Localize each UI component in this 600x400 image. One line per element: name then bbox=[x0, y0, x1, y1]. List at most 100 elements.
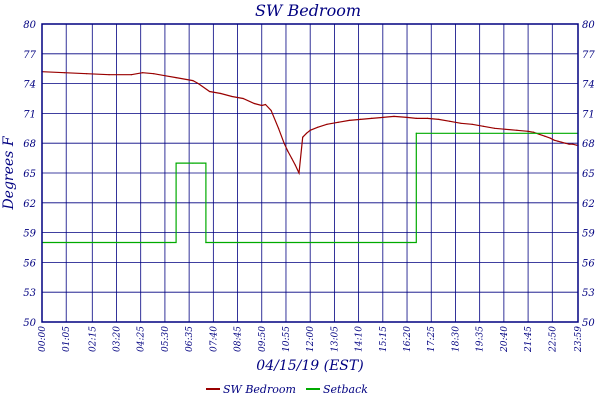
series-0-point-18 bbox=[270, 109, 272, 112]
y-tick-right-4: 62 bbox=[582, 199, 595, 210]
x-tick-22: 23:59 bbox=[574, 326, 584, 353]
series-0-point-1 bbox=[63, 72, 65, 74]
series-0-point-36 bbox=[406, 116, 408, 118]
series-1-point-4 bbox=[201, 162, 203, 164]
legend-label-0: SW Bedroom bbox=[223, 383, 296, 396]
series-0-point-26 bbox=[305, 132, 308, 134]
series-0-point-45 bbox=[505, 128, 507, 130]
y-tick-left-1: 53 bbox=[23, 288, 36, 299]
legend-label-1: Setback bbox=[323, 383, 368, 396]
series-0-point-44 bbox=[493, 127, 496, 129]
series-0-point-29 bbox=[326, 123, 328, 125]
series-0-point-16 bbox=[261, 104, 263, 107]
series-0-point-12 bbox=[220, 92, 222, 95]
x-axis-label: 04/15/19 (EST) bbox=[256, 358, 363, 374]
series-0-point-37 bbox=[415, 117, 417, 119]
series-0-point-47 bbox=[527, 130, 529, 132]
series-0-point-24 bbox=[298, 172, 300, 174]
y-tick-right-3: 59 bbox=[582, 229, 595, 240]
series-0-point-58 bbox=[575, 144, 578, 146]
series-1-point-1 bbox=[169, 241, 172, 244]
x-tick-4: 04:25 bbox=[137, 326, 147, 352]
series-line-0 bbox=[41, 71, 578, 176]
series-0-point-15 bbox=[253, 102, 255, 105]
series-0-point-30 bbox=[337, 121, 339, 123]
series-0-point-57 bbox=[572, 143, 574, 145]
series-0-point-9 bbox=[192, 80, 194, 82]
series-0-point-5 bbox=[141, 72, 144, 74]
series-1 bbox=[41, 132, 579, 244]
series-0-point-19 bbox=[277, 127, 280, 129]
y-tick-right-10: 80 bbox=[582, 20, 595, 31]
x-tick-10: 10:55 bbox=[282, 326, 292, 352]
series-0-point-13 bbox=[231, 95, 233, 98]
series-0-point-25 bbox=[302, 136, 304, 138]
x-tick-14: 15:15 bbox=[379, 326, 389, 352]
series-0-point-52 bbox=[553, 139, 555, 141]
y-tick-left-10: 80 bbox=[23, 20, 36, 31]
x-tick-1: 01:05 bbox=[62, 326, 72, 352]
grid-lines bbox=[41, 23, 579, 323]
series-0-point-11 bbox=[209, 90, 211, 93]
series-0-point-27 bbox=[309, 129, 311, 131]
series-1-point-5 bbox=[205, 241, 207, 244]
x-tick-21: 22:50 bbox=[548, 326, 558, 353]
series-0-point-54 bbox=[561, 141, 563, 143]
series-0-point-34 bbox=[382, 116, 384, 118]
y-tick-right-8: 74 bbox=[582, 80, 595, 91]
x-tick-7: 07:40 bbox=[209, 326, 219, 352]
series-0-point-41 bbox=[460, 122, 462, 124]
series-0-point-56 bbox=[568, 143, 570, 145]
series-0-point-33 bbox=[371, 117, 373, 119]
x-tick-18: 19:35 bbox=[476, 326, 486, 352]
series-0-point-51 bbox=[549, 137, 552, 139]
y-tick-left-5: 65 bbox=[23, 169, 36, 180]
series-line-1 bbox=[42, 132, 578, 244]
y-tick-left-0: 50 bbox=[23, 318, 36, 329]
series-0-point-49 bbox=[538, 133, 540, 135]
y-tick-right-9: 77 bbox=[582, 50, 595, 61]
series-0-point-2 bbox=[86, 73, 88, 75]
legend: SW Bedroom Setback bbox=[206, 383, 368, 396]
y-tick-right-7: 71 bbox=[582, 109, 595, 120]
series-1-point-6 bbox=[410, 241, 412, 244]
y-tick-left-7: 71 bbox=[23, 109, 36, 120]
y-tick-labels-left: 50 53 56 59 62 65 68 71 74 77 80 bbox=[23, 20, 36, 329]
series-0-point-6 bbox=[153, 73, 155, 75]
x-tick-11: 12:00 bbox=[306, 326, 316, 352]
series-0-point-20 bbox=[283, 142, 285, 144]
series-0-point-48 bbox=[533, 131, 535, 133]
x-tick-17: 18:30 bbox=[451, 326, 461, 352]
series-0-point-23 bbox=[294, 164, 296, 166]
series-0-point-21 bbox=[287, 150, 289, 152]
plot-frame bbox=[41, 23, 579, 323]
series-0-point-10 bbox=[197, 83, 200, 85]
x-tick-5: 05:30 bbox=[161, 326, 171, 352]
x-tick-2: 02:15 bbox=[88, 326, 98, 352]
x-tick-16: 17:25 bbox=[427, 326, 437, 352]
series-0-point-32 bbox=[359, 118, 362, 120]
series-0-point-42 bbox=[471, 123, 473, 125]
series-0-point-3 bbox=[108, 74, 110, 76]
series-0-point-14 bbox=[242, 97, 244, 100]
y-tick-right-1: 53 bbox=[582, 288, 595, 299]
series-0-point-39 bbox=[438, 118, 440, 120]
x-tick-labels: 00:00 01:05 02:15 03:20 04:25 05:30 06:35 07:40… bbox=[38, 326, 584, 353]
series-1-point-3 bbox=[192, 162, 194, 164]
y-tick-left-6: 68 bbox=[23, 139, 36, 150]
x-tick-13: 14:10 bbox=[355, 326, 365, 352]
series-1-point-2 bbox=[175, 162, 177, 164]
series-0-point-43 bbox=[482, 125, 484, 127]
series-layer bbox=[41, 71, 579, 244]
y-tick-left-9: 77 bbox=[23, 50, 36, 61]
series-0-point-50 bbox=[544, 135, 546, 137]
series-0-point-8 bbox=[175, 77, 177, 79]
y-tick-left-8: 74 bbox=[23, 80, 36, 91]
series-0-point-4 bbox=[130, 74, 132, 76]
y-tick-left-3: 59 bbox=[23, 229, 36, 240]
y-axis-label: Degrees F bbox=[1, 135, 17, 210]
y-tick-labels-right: 50 53 56 59 62 65 68 71 74 77 80 bbox=[582, 20, 595, 329]
y-tick-right-5: 65 bbox=[582, 169, 595, 180]
